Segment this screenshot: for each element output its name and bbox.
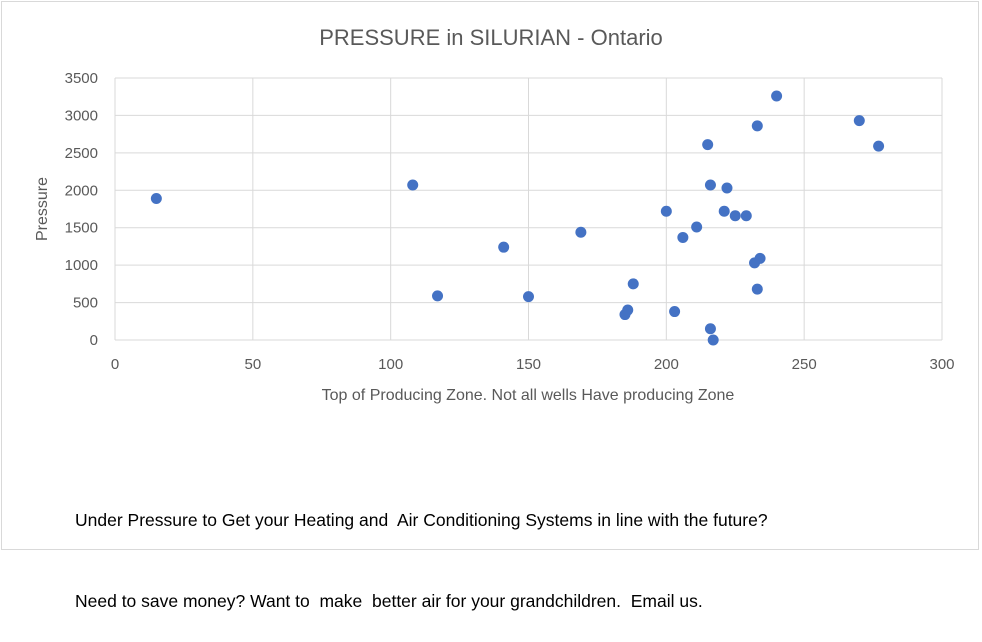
data-point: [622, 304, 634, 316]
x-tick-label: 0: [111, 356, 119, 373]
data-point: [691, 221, 703, 233]
data-point: [432, 290, 444, 302]
data-point: [729, 210, 741, 222]
data-point: [721, 182, 733, 194]
data-point: [669, 306, 681, 318]
data-point: [575, 226, 587, 238]
data-point: [751, 120, 763, 132]
data-point: [873, 140, 885, 152]
y-tick-label: 3500: [65, 70, 98, 87]
x-tick-label: 300: [929, 356, 954, 373]
x-tick-label: 100: [378, 356, 403, 373]
data-point: [407, 179, 419, 191]
data-point: [853, 115, 865, 127]
y-tick-label: 2000: [65, 182, 98, 199]
y-tick-label: 2500: [65, 145, 98, 162]
data-point: [704, 179, 716, 191]
scatter-chart: PRESSURE in SILURIAN - Ontario 050010001…: [34, 25, 955, 404]
data-point: [740, 210, 752, 222]
x-tick-label: 200: [654, 356, 679, 373]
x-tick-label: 250: [792, 356, 817, 373]
chart-area: [1, 1, 979, 550]
y-tick-label: 3000: [65, 107, 98, 124]
data-point: [677, 231, 689, 243]
data-point: [718, 205, 730, 217]
data-point: [704, 323, 716, 335]
data-point: [754, 252, 766, 264]
x-tick-label: 150: [516, 356, 541, 373]
chart-title: PRESSURE in SILURIAN - Ontario: [319, 25, 663, 50]
data-point: [523, 291, 534, 303]
data-point: [707, 334, 719, 346]
data-point: [702, 139, 714, 151]
data-point: [150, 193, 162, 205]
data-points: [150, 90, 885, 346]
caption-line-1: Under Pressure to Get your Heating and A…: [75, 510, 768, 530]
data-point: [660, 205, 672, 217]
data-point: [751, 283, 763, 295]
tick-labels: 0 500 1000 1500 2000 2500 3000 3500 0 50 100 150 200…: [65, 70, 955, 373]
caption-line-2: Need to save money? Want to make better …: [75, 591, 703, 611]
caption-text: Under Pressure to Get your Heating and A…: [75, 453, 955, 642]
data-point: [498, 241, 510, 253]
x-tick-label: 50: [244, 356, 261, 373]
data-point: [627, 278, 639, 290]
data-point: [771, 90, 783, 102]
x-axis-title: Top of Producing Zone. Not all wells Hav…: [322, 387, 735, 404]
y-tick-label: 1000: [65, 257, 98, 274]
y-axis-title: Pressure: [34, 177, 51, 241]
y-tick-label: 0: [90, 332, 98, 349]
gridlines: [114, 77, 943, 341]
y-tick-label: 500: [73, 295, 98, 312]
y-tick-label: 1500: [65, 220, 98, 237]
